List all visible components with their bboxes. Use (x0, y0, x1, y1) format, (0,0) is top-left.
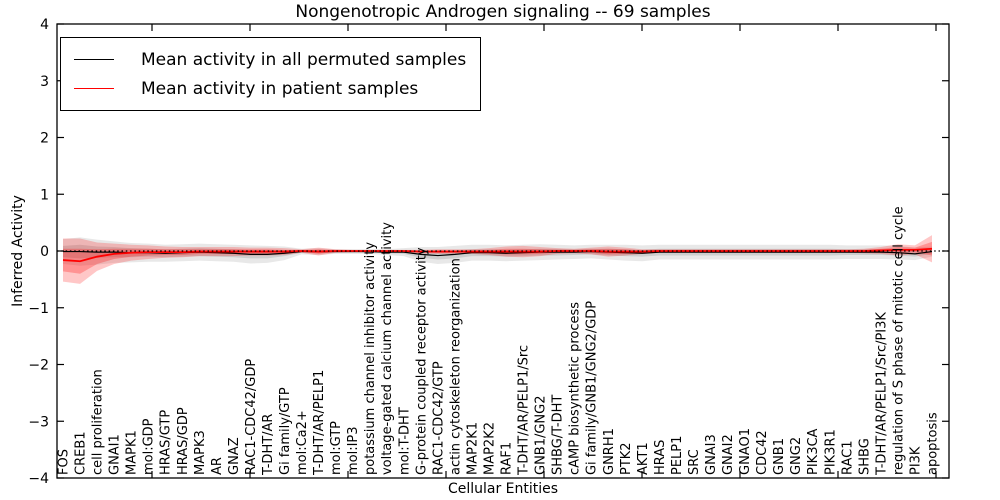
x-category-label: HRAS (653, 440, 668, 475)
x-category-label: GNB1/GNG2 (534, 395, 549, 475)
x-axis-label: Cellular Entities (447, 481, 559, 497)
x-category-label: GNAI1 (108, 434, 123, 475)
patient-band-inner (63, 241, 932, 274)
x-category-label: Gi family/GTP (278, 387, 293, 475)
x-category-label: MAPK3 (193, 430, 208, 475)
x-category-label: T-DHT/AR/PELP1 (312, 370, 327, 476)
x-category-label: actin cytoskeleton reorganization (448, 258, 463, 475)
x-category-label: mol:GDP (142, 418, 157, 475)
x-category-label: GNAO1 (738, 428, 753, 475)
x-category-label: HRAS/GTP (159, 410, 174, 475)
y-tick-label: 4 (40, 17, 49, 33)
x-category-label: PTK2 (619, 442, 634, 475)
x-category-label: AKT1 (636, 442, 651, 475)
y-tick-label: 0 (40, 244, 49, 260)
y-tick-label: 2 (40, 131, 49, 147)
x-category-label: Gi family/GNB1/GNG2/GDP (585, 301, 600, 475)
plot-frame (56, 23, 950, 479)
x-category-label: potassium channel inhibitor activity (363, 242, 378, 475)
x-category-label: AR (210, 457, 225, 475)
y-tick-label: −4 (28, 471, 49, 487)
x-category-label: GNAI2 (721, 434, 736, 475)
x-category-label: SRC (687, 449, 702, 475)
x-category-label: RAC1 (840, 440, 855, 475)
x-category-label: mol:IP3 (346, 426, 361, 475)
x-category-label: PI3K (908, 446, 923, 475)
legend-item-permuted: Mean activity in all permuted samples (74, 45, 466, 74)
x-category-label: T-DHT/AR/PELP1/Src (517, 345, 532, 476)
x-category-label: SHBG (857, 438, 872, 475)
x-category-label: regulation of S phase of mitotic cell cy… (891, 206, 906, 475)
legend-label-permuted: Mean activity in all permuted samples (141, 49, 467, 70)
x-category-label: T-DHT/AR/PELP1/Src/PI3K (874, 312, 889, 476)
x-category-label: RAF1 (500, 442, 515, 475)
legend: Mean activity in all permuted samples Me… (60, 37, 482, 111)
y-axis-label: Inferred Activity (10, 195, 26, 307)
x-category-label: PIK3CA (806, 428, 821, 475)
x-category-label: T-DHT/AR (261, 414, 276, 476)
x-category-label: GNG2 (789, 437, 804, 475)
x-category-label: cell proliferation (91, 369, 106, 475)
x-category-label: GNB1 (772, 438, 787, 475)
y-tick-label: −2 (28, 358, 49, 374)
y-tick-label: −1 (28, 301, 49, 317)
permuted-line-swatch (74, 59, 114, 60)
x-category-label: SHBG/T-DHT (551, 395, 566, 475)
x-category-label: MAP2K2 (482, 422, 497, 475)
y-tick-label: −3 (28, 414, 49, 430)
x-category-label: mol:Ca2+ (295, 410, 310, 475)
patient-line-swatch (74, 88, 114, 89)
x-category-label: GNAZ (227, 437, 242, 475)
x-category-label: FOS (57, 449, 72, 475)
x-category-label: RAC1-CDC42/GTP (431, 361, 446, 475)
x-category-label: cAMP biosynthetic process (568, 302, 583, 475)
x-category-label: mol:T-DHT (397, 407, 412, 475)
x-category-label: CREB1 (74, 431, 89, 475)
x-category-label: G-protein coupled receptor activity (414, 247, 429, 475)
x-category-label: apoptosis (926, 412, 941, 475)
x-category-label: PIK3R1 (823, 429, 838, 475)
legend-label-patient: Mean activity in patient samples (141, 78, 419, 99)
x-category-label: CDC42 (755, 430, 770, 475)
x-category-label: GNRH1 (602, 428, 617, 475)
x-category-label: HRAS/GDP (176, 407, 191, 475)
x-category-label: mol:GTP (329, 421, 344, 475)
x-category-label: GNAI3 (704, 434, 719, 475)
x-category-label: RAC1-CDC42/GDP (244, 359, 259, 475)
x-category-label: MAPK1 (125, 430, 140, 475)
x-category-label: PELP1 (670, 436, 685, 475)
y-tick-label: 1 (40, 187, 49, 203)
chart-title: Nongenotropic Androgen signaling -- 69 s… (295, 2, 711, 22)
x-category-label: voltage-gated calcium channel activity (380, 222, 395, 475)
y-tick-label: 3 (40, 74, 49, 90)
x-category-label: MAP2K1 (465, 422, 480, 475)
legend-item-patient: Mean activity in patient samples (74, 74, 466, 103)
